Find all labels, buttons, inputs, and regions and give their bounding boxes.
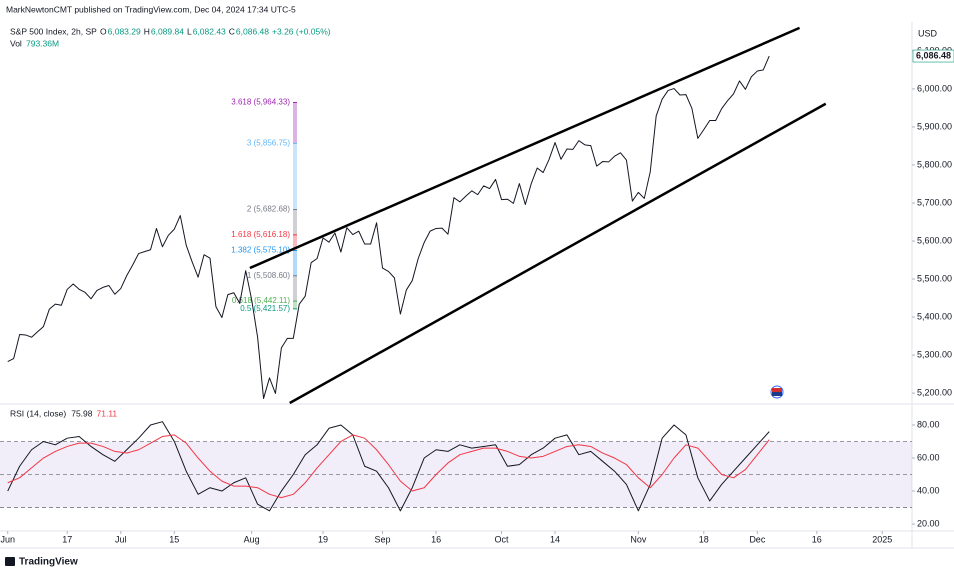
fib-label: 0.618 (5,442.11) [232,296,290,305]
y-tick-label: 40.00 [917,485,940,495]
ohlc-key: H [144,26,150,36]
y-tick-label: 5,500.00 [917,273,952,283]
fib-zone [293,209,297,235]
y-tick-label: 6,000.00 [917,83,952,93]
y-tick-label: 5,600.00 [917,235,952,245]
volume-value: 793.36M [26,38,59,48]
x-tick-label: Nov [630,534,647,544]
fib-zone [293,275,297,302]
series-line [7,434,770,499]
fib-zone [293,250,297,276]
y-tick-label: 5,900.00 [917,121,952,131]
x-tick-label: Oct [495,534,510,544]
fib-label: 3 (5,856.75) [247,139,290,148]
ohlc-value: 6,082.43 [193,26,226,36]
x-tick-label: 2025 [872,534,892,544]
y-tick-label: 5,700.00 [917,197,952,207]
ohlc: O 6,083.29 H 6,089.84 L 6,082.43 C 6,086.48 +3.2… [100,26,331,36]
x-tick-label: Sep [375,534,391,544]
x-tick-label: Aug [244,534,260,544]
brand-logo [5,557,15,566]
fib-label: 3.618 (5,964.33) [231,98,290,107]
publisher: MarkNewtonCMT published on TradingView.c… [6,4,296,14]
last-price-label: 6,086.48 [916,50,951,60]
x-tick-label: 15 [169,534,179,544]
x-tick-label: 16 [431,534,441,544]
fib-zone [293,102,297,144]
x-tick-label: 17 [62,534,72,544]
rsi-value: 75.98 [71,408,93,418]
x-tick-label: Dec [749,534,766,544]
x-tick-label: 16 [812,534,822,544]
rsi-title: RSI (14, close) [10,408,66,418]
trendline [249,26,801,270]
y-tick-label: 5,200.00 [917,387,952,397]
y-tick-label: 20.00 [917,518,940,528]
volume-label: Vol [10,38,22,48]
y-tick-label: 5,300.00 [917,349,952,359]
x-tick-label: Jun [0,534,15,544]
y-tick-label: 80.00 [917,419,940,429]
last-price-box [912,49,954,63]
trendline [289,102,827,405]
symbol: S&P 500 Index, 2h, SP [10,26,97,36]
fib-zone [293,301,297,309]
brand: TradingView [19,557,78,568]
series-line [7,55,770,399]
fib-zone [293,234,297,251]
series-line [7,421,770,512]
fib-label: 2 (5,682.68) [247,205,290,214]
fib-label: 1.382 (5,575.10) [231,246,290,255]
flag-icon [770,385,784,399]
currency: USD [918,28,938,38]
fib-label: 1 (5,508.60) [247,271,290,280]
rsi-ma-value: 71.11 [97,408,118,418]
ohlc-key: L [187,26,192,36]
x-tick-label: 14 [550,534,560,544]
x-tick-label: 18 [699,534,709,544]
ohlc-value: 6,089.84 [151,26,184,36]
x-tick-label: Jul [115,534,127,544]
fib-zone [293,143,297,210]
ohlc-key: C [229,26,235,36]
ohlc-value: 6,083.29 [108,26,141,36]
y-tick-label: 5,400.00 [917,311,952,321]
x-tick-label: 19 [318,534,328,544]
ohlc-value: 6,086.48 [236,26,269,36]
y-tick-label: 5,800.00 [917,159,952,169]
fib-label: 0.5 (5,421.57) [240,304,290,313]
ohlc-key: O [100,26,107,36]
change: +3.26 (+0.05%) [272,26,331,36]
fib-label: 1.618 (5,616.18) [231,230,290,239]
y-tick-label: 60.00 [917,452,940,462]
